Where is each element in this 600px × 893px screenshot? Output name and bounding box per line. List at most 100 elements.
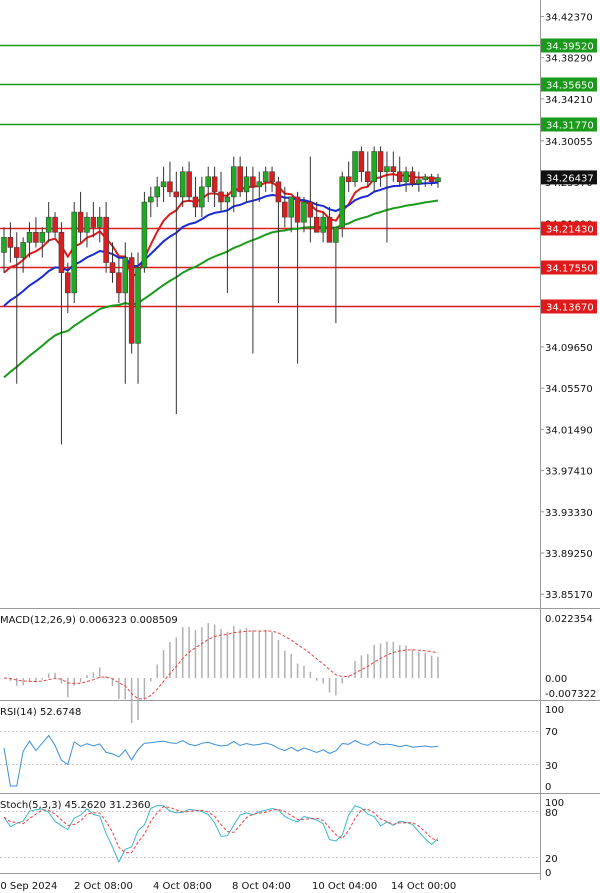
candle-up — [256, 181, 263, 188]
price-tags: 34.39520 34.35650 34.31770 34.21430 34.17550… — [541, 38, 597, 314]
candle-down — [14, 247, 20, 258]
price-tick: 34.01490 — [545, 425, 593, 436]
level-tag-label: 34.31770 — [546, 121, 594, 132]
macd-signal-line — [3, 630, 439, 700]
rsi-line — [3, 734, 439, 787]
candle-up — [416, 179, 422, 185]
stoch-panel: Stoch(5,3,3) 45.2620 31.2360 100 80 20 0 — [0, 798, 564, 879]
candle-up — [224, 196, 231, 203]
level-tag-label: 34.21430 — [546, 225, 594, 236]
level-tag — [541, 221, 597, 236]
level-tag — [541, 260, 597, 275]
ma-slow-line — [3, 199, 439, 379]
level-tag-label: 34.13670 — [546, 303, 594, 314]
time-label-5: 10 Oct 04:00 — [312, 881, 377, 892]
level-lines — [0, 44, 540, 308]
candle-down — [313, 216, 320, 233]
candle-down — [250, 176, 256, 188]
candle-down — [65, 272, 71, 294]
candle-down — [7, 237, 14, 248]
rsi-tick-100: 100 — [545, 705, 564, 716]
candle-up — [96, 216, 103, 228]
stoch-d-line — [3, 806, 439, 854]
rsi-tick-0: 0 — [545, 782, 551, 793]
candle-down — [345, 176, 352, 183]
price-tick: 33.97410 — [545, 467, 593, 478]
candle-down — [116, 272, 122, 294]
price-tick: 34.42370 — [545, 12, 593, 23]
candle-down — [409, 171, 416, 185]
candles — [1, 146, 441, 445]
candle-down — [186, 171, 192, 198]
candle-up — [371, 151, 377, 183]
candle-up — [20, 242, 26, 258]
candle-down — [377, 151, 384, 172]
time-label-1: 30 Sep 2024 — [0, 881, 57, 892]
stoch-tick-20: 20 — [545, 854, 558, 865]
time-label-6: 14 Oct 00:00 — [391, 881, 456, 892]
level-tag-label: 34.39520 — [546, 42, 594, 53]
candle-up — [403, 171, 409, 183]
candle-up — [333, 227, 339, 243]
candle-up — [262, 171, 269, 183]
macd-tick-max: 0.022354 — [545, 614, 593, 625]
candle-down — [358, 151, 365, 172]
rsi-label: RSI(14) 52.6748 — [0, 707, 81, 718]
candle-down — [173, 191, 180, 198]
candle-down — [428, 176, 435, 183]
candle-down — [218, 191, 224, 203]
candle-down — [294, 196, 301, 223]
candle-down — [237, 166, 243, 193]
rsi-panel: RSI(14) 52.6748 100 70 30 0 — [0, 705, 564, 793]
candle-up — [205, 176, 211, 188]
stoch-k-line — [3, 804, 439, 864]
candle-up — [84, 216, 90, 233]
price-tick: 34.38290 — [545, 54, 593, 65]
time-axis: 30 Sep 2024 2 Oct 08:00 4 Oct 08:00 8 Oc… — [0, 881, 456, 892]
candle-up — [122, 257, 129, 294]
macd-histogram — [9, 623, 439, 723]
candle-up — [243, 176, 250, 193]
time-label-2: 2 Oct 08:00 — [74, 881, 133, 892]
stoch-tick-80: 80 — [545, 808, 558, 819]
candle-down — [390, 166, 397, 172]
level-tag — [541, 38, 597, 53]
time-label-3: 4 Oct 08:00 — [153, 881, 212, 892]
macd-tick-min: -0.007322 — [545, 689, 596, 700]
candle-up — [288, 196, 294, 218]
candle-down — [77, 211, 84, 233]
candle-down — [109, 262, 116, 273]
candle-down — [269, 171, 275, 183]
candle-down — [58, 232, 65, 273]
stoch-label: Stoch(5,3,3) 45.2620 31.2360 — [0, 800, 151, 811]
candle-up — [160, 181, 167, 188]
candle-down — [52, 216, 58, 233]
candle-up — [1, 237, 7, 253]
candle-down — [103, 216, 109, 263]
candle-down — [396, 171, 403, 183]
candle-up — [148, 196, 154, 203]
candle-up — [435, 177, 441, 183]
candle-up — [141, 201, 148, 268]
time-label-4: 8 Oct 04:00 — [232, 881, 291, 892]
stoch-tick-0: 0 — [545, 868, 551, 879]
candle-up — [320, 216, 326, 233]
level-tag — [541, 117, 597, 132]
candle-down — [33, 232, 39, 243]
rsi-tick-30: 30 — [545, 761, 558, 772]
price-tick: 34.09650 — [545, 343, 593, 354]
candle-down — [211, 176, 218, 193]
candle-up — [26, 232, 33, 243]
candle-down — [275, 181, 282, 203]
macd-panel: MACD(12,26,9) 0.006323 0.008509 0.022354… — [0, 614, 596, 723]
rsi-tick-70: 70 — [545, 727, 558, 738]
candle-up — [71, 211, 77, 294]
level-tag — [541, 77, 597, 92]
price-tick: 33.93330 — [545, 508, 593, 519]
candle-down — [365, 171, 371, 183]
current-price-label: 34.26437 — [546, 173, 594, 184]
candle-up — [39, 232, 46, 243]
level-tag-label: 34.35650 — [546, 81, 594, 92]
price-tick: 33.89250 — [545, 549, 593, 560]
